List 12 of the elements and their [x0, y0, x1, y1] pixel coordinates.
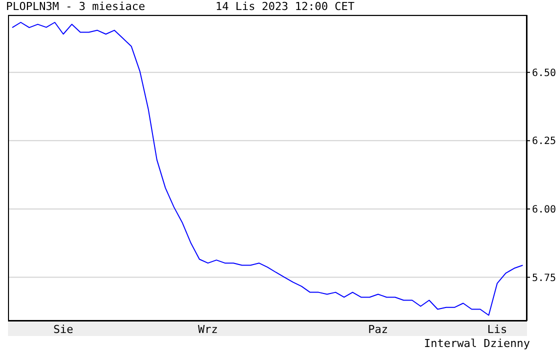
y-tick-label: 6.00: [532, 204, 556, 216]
chart-subtitle: 14 Lis 2023 12:00 CET: [214, 0, 356, 13]
x-tick-label: Lis: [487, 323, 508, 336]
x-tick-label: Wrz: [198, 323, 218, 336]
y-tick-label: 6.25: [532, 136, 556, 148]
x-tick-label: Sie: [53, 323, 74, 336]
y-tick-label: 5.75: [532, 272, 556, 284]
y-tick-label: 6.50: [532, 68, 556, 79]
x-tick-label: Paz: [368, 323, 388, 336]
text: Interwal Dzienny: [424, 337, 530, 350]
chart-title: PLOPLN3M - 3 miesiace: [6, 0, 146, 13]
line-series: [12, 22, 524, 316]
